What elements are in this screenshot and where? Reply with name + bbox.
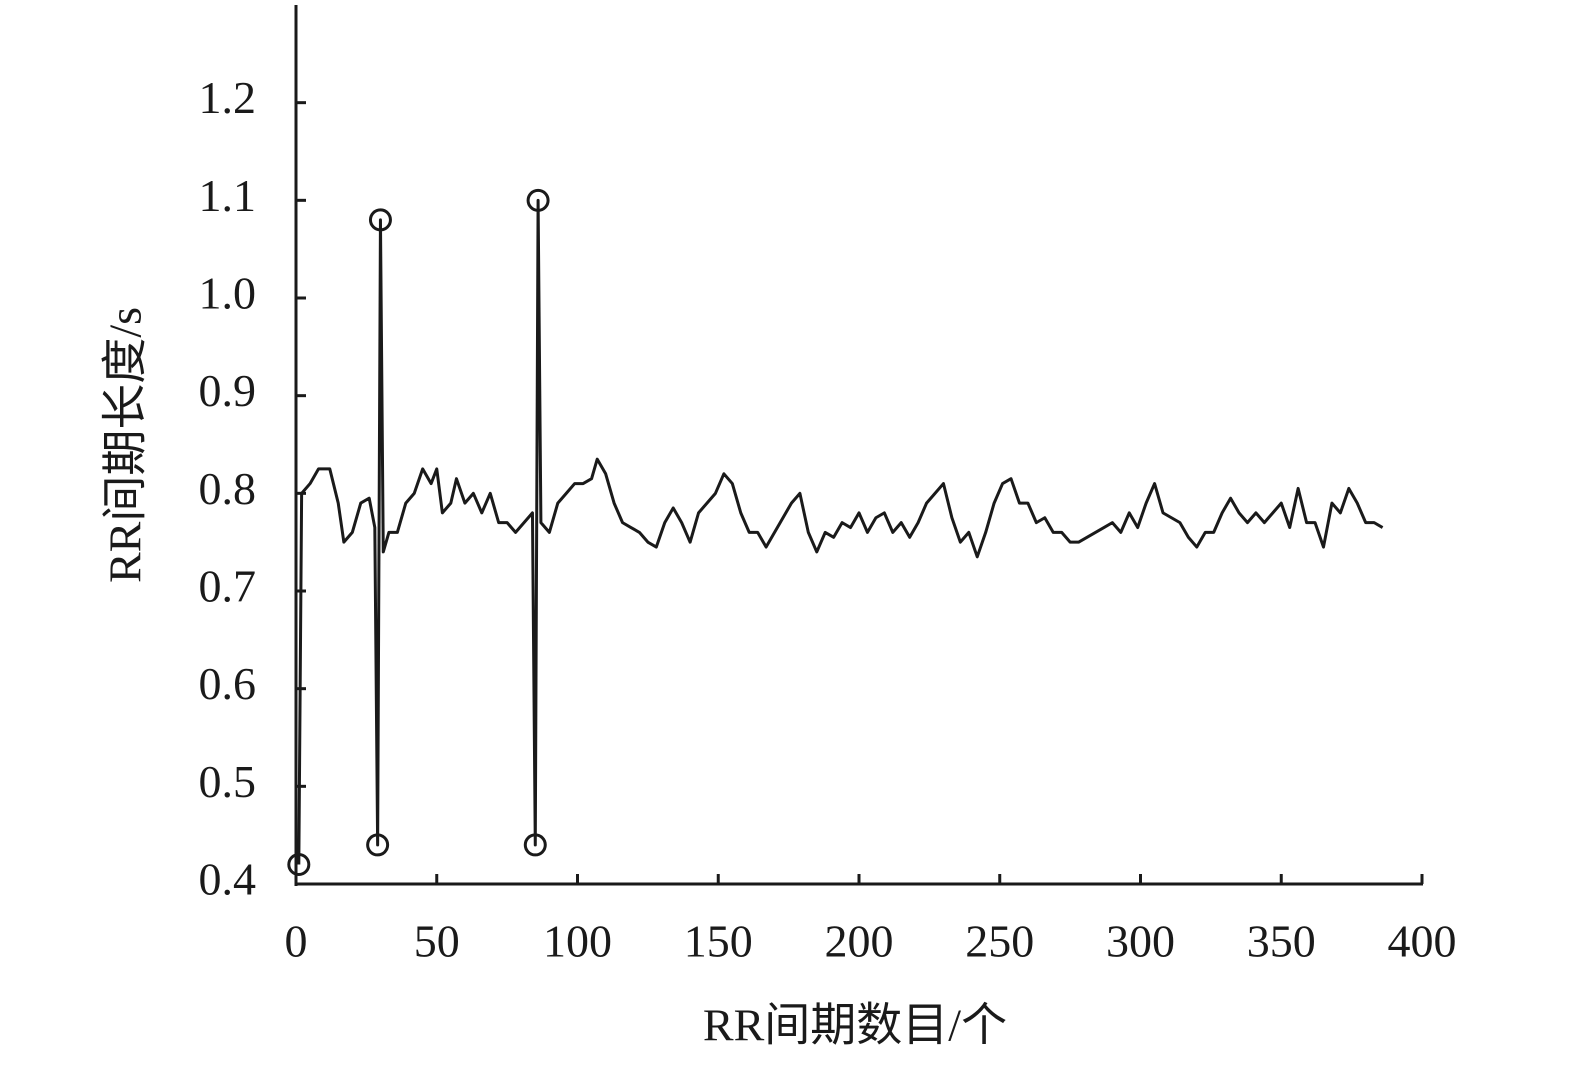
- y-axis-label: RR间期长度/s: [100, 307, 151, 583]
- x-tick-label: 200: [825, 916, 894, 967]
- y-tick-label: 0.4: [199, 854, 257, 905]
- x-axis-label: RR间期数目/个: [703, 1000, 1007, 1051]
- y-tick-label: 1.1: [199, 170, 257, 221]
- outlier-marker: [523, 833, 547, 857]
- x-tick-label: 0: [285, 916, 308, 967]
- outlier-marker: [366, 833, 390, 857]
- outlier-marker: [368, 208, 392, 232]
- x-tick-label: 100: [543, 916, 612, 967]
- x-tick-label: 350: [1247, 916, 1316, 967]
- x-tick-label: 300: [1106, 916, 1175, 967]
- rr-line: [297, 198, 1384, 865]
- y-tick-label: 1.0: [199, 268, 257, 319]
- y-tick-label: 0.7: [199, 561, 257, 612]
- x-tick-label: 150: [684, 916, 753, 967]
- y-tick-label: 0.6: [199, 658, 257, 709]
- x-tick-label: 50: [414, 916, 460, 967]
- outlier-marker: [526, 188, 550, 212]
- x-tick-label: 250: [965, 916, 1034, 967]
- y-tick-label: 0.8: [199, 463, 257, 514]
- y-tick-label: 1.2: [199, 72, 257, 123]
- outlier-marker: [287, 852, 311, 876]
- x-tick-label: 400: [1388, 916, 1457, 967]
- y-tick-label: 0.5: [199, 756, 257, 807]
- y-tick-label: 0.9: [199, 365, 257, 416]
